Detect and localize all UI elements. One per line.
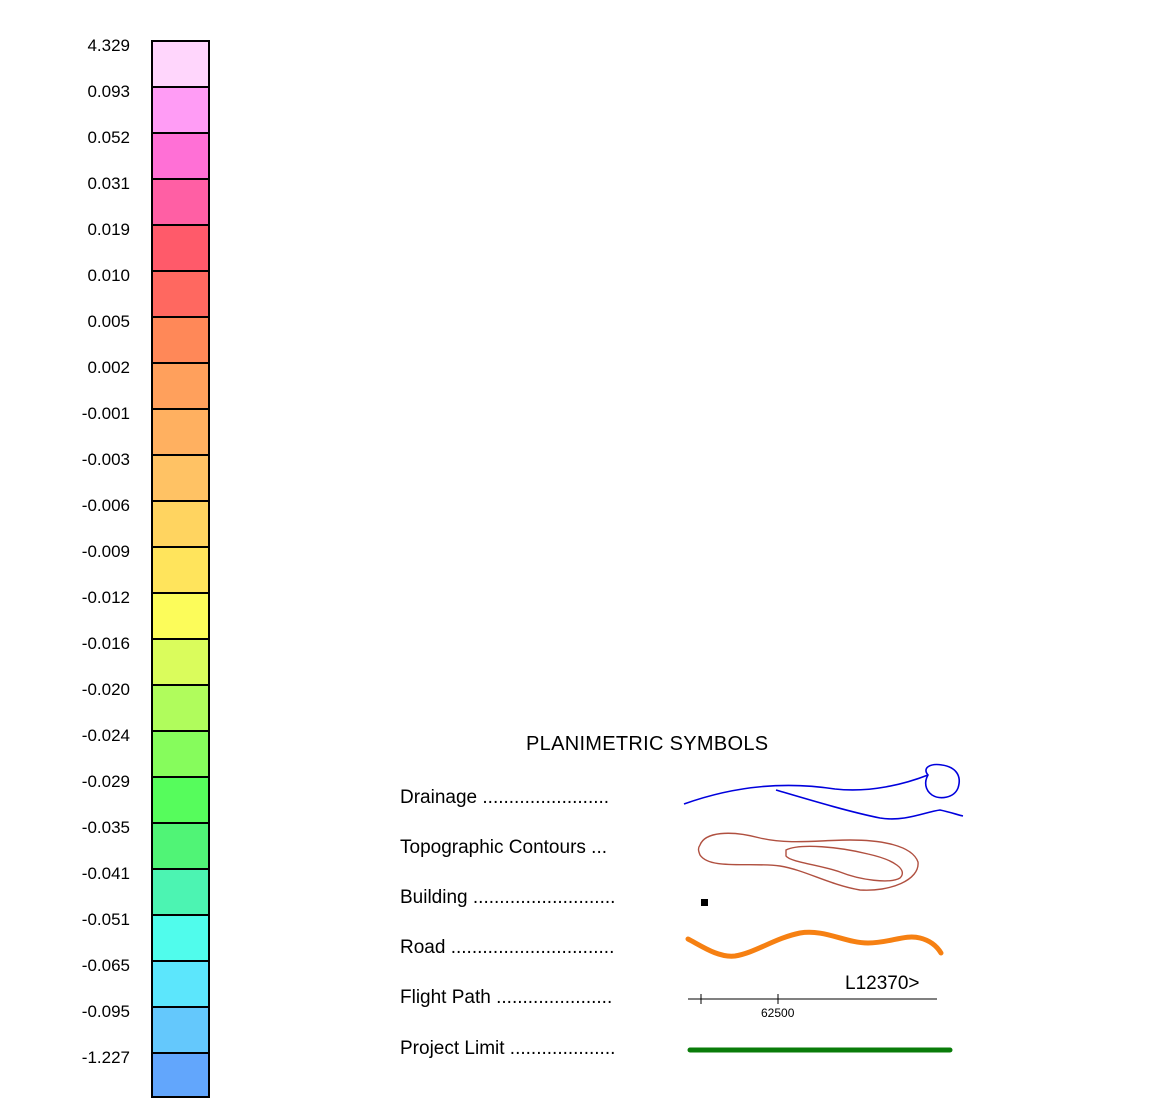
colorbar-swatch xyxy=(153,134,208,180)
building-symbol xyxy=(701,899,708,906)
colorbar-swatch xyxy=(153,410,208,456)
colorbar-tick-label: -0.041 xyxy=(81,864,130,883)
colorbar-swatch xyxy=(153,870,208,916)
colorbar-swatch xyxy=(153,594,208,640)
drainage-pond xyxy=(924,763,960,799)
drainage-line-upper xyxy=(683,774,929,805)
colorbar-swatch xyxy=(153,732,208,778)
colorbar-swatch xyxy=(153,456,208,502)
colorbar-tick-label: 0.031 xyxy=(87,174,130,193)
flight-path-fiducial: 62500 xyxy=(761,1006,795,1020)
legend-title: PLANIMETRIC SYMBOLS xyxy=(526,733,769,755)
colorbar-tick-labels: 4.329 0.093 0.052 0.031 0.019 0.010 0.005 0.002… xyxy=(0,0,140,1112)
contour-outer xyxy=(697,832,919,891)
colorbar-swatch xyxy=(153,1054,208,1096)
colorbar-tick-label: -0.006 xyxy=(81,496,130,515)
colorbar-swatch xyxy=(153,916,208,962)
colorbar-tick-label: -0.035 xyxy=(81,818,130,837)
legend-label-building: Building ........................... xyxy=(400,887,616,908)
colorbar-tick-label: -0.065 xyxy=(81,956,130,975)
colorbar-swatch xyxy=(153,272,208,318)
drainage-line-lower xyxy=(775,789,964,820)
flight-path-symbol xyxy=(688,994,937,1004)
colorbar-tick-label: -0.095 xyxy=(81,1002,130,1021)
colorbar-tick-label: -0.029 xyxy=(81,772,130,791)
colorbar-swatch xyxy=(153,778,208,824)
colorbar-swatch xyxy=(153,502,208,548)
colorbar-tick-label: -1.227 xyxy=(81,1048,130,1067)
colorbar-tick-label: 0.010 xyxy=(87,266,130,285)
legend-label-drainage: Drainage ........................ xyxy=(400,787,610,808)
colorbar-tick-label: -0.001 xyxy=(81,404,130,423)
colorbar-tick-label: -0.016 xyxy=(81,634,130,653)
colorbar-tick-label: -0.009 xyxy=(81,542,130,561)
colorbar-swatch xyxy=(153,548,208,594)
colorbar-swatch xyxy=(153,318,208,364)
colorbar-tick-label: 0.019 xyxy=(87,220,130,239)
colorbar xyxy=(151,40,210,1098)
colorbar-swatch xyxy=(153,364,208,410)
colorbar-tick-label: -0.051 xyxy=(81,910,130,929)
colorbar-swatch xyxy=(153,226,208,272)
colorbar-tick-label: -0.012 xyxy=(81,588,130,607)
colorbar-tick-label: 0.005 xyxy=(87,312,130,331)
colorbar-tick-label: 4.329 xyxy=(87,36,130,55)
colorbar-swatch xyxy=(153,824,208,870)
colorbar-swatch xyxy=(153,686,208,732)
colorbar-tick-label: 0.052 xyxy=(87,128,130,147)
legend-label-flight-path: Flight Path ...................... xyxy=(400,987,613,1008)
colorbar-swatch xyxy=(153,42,208,88)
colorbar-swatch xyxy=(153,180,208,226)
legend-label-project-limit: Project Limit .................... xyxy=(400,1038,616,1059)
colorbar-tick-label: -0.024 xyxy=(81,726,130,745)
colorbar-swatch xyxy=(153,962,208,1008)
colorbar-swatch xyxy=(153,1008,208,1054)
colorbar-tick-label: -0.003 xyxy=(81,450,130,469)
colorbar-tick-label: -0.020 xyxy=(81,680,130,699)
colorbar-tick-label: 0.093 xyxy=(87,82,130,101)
contours-symbol xyxy=(697,832,919,891)
colorbar-swatch xyxy=(153,640,208,686)
legend-label-contours: Topographic Contours ... xyxy=(400,837,608,858)
colorbar-swatch xyxy=(153,88,208,134)
contour-inner xyxy=(785,845,903,882)
flight-path-line-id: L12370> xyxy=(845,973,920,994)
drainage-symbol xyxy=(683,763,964,820)
legend-label-road: Road ............................... xyxy=(400,937,615,958)
colorbar-tick-label: 0.002 xyxy=(87,358,130,377)
road-symbol xyxy=(685,929,944,959)
